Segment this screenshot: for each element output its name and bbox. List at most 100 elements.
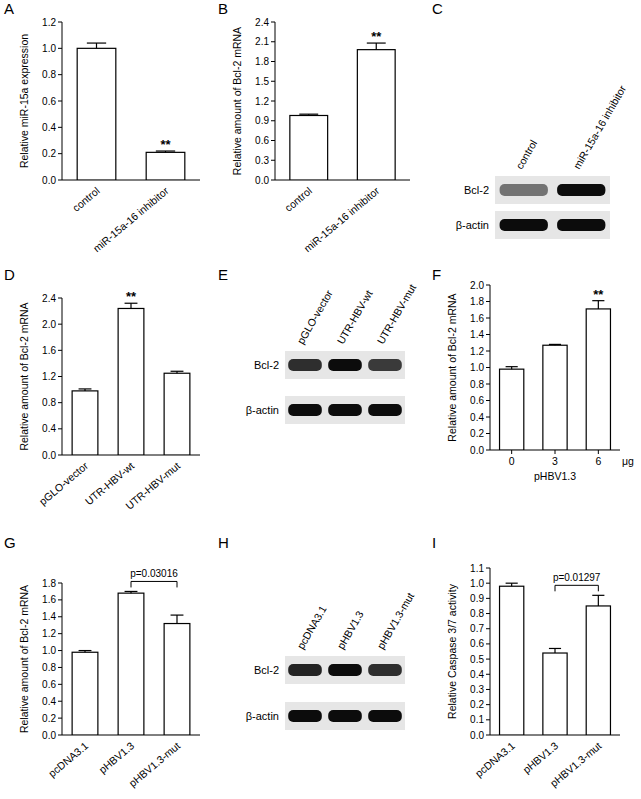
error-stem bbox=[598, 301, 599, 309]
blot-strip bbox=[495, 176, 610, 204]
significance-mark: ** bbox=[593, 287, 604, 302]
bar-chart: F0.00.20.40.60.81.01.21.41.61.82.0Relati… bbox=[432, 266, 634, 482]
error-cap bbox=[79, 650, 92, 651]
y-tick bbox=[486, 583, 490, 584]
blot-strip bbox=[285, 396, 405, 424]
y-tick bbox=[58, 350, 62, 351]
y-tick bbox=[486, 704, 490, 705]
y-tick-label: 2.1 bbox=[255, 36, 269, 47]
y-tick-label: 0.1 bbox=[470, 714, 484, 725]
error-bar bbox=[79, 651, 92, 653]
y-tick-label: 0.3 bbox=[255, 155, 269, 166]
y-tick bbox=[486, 674, 490, 675]
y-tick-label: 2.4 bbox=[42, 293, 56, 304]
figure: A0.00.20.40.60.81.01.2Relative miR-15a e… bbox=[0, 0, 641, 799]
y-tick-label: 1.6 bbox=[42, 594, 56, 605]
y-tick bbox=[58, 428, 62, 429]
error-bar bbox=[549, 344, 561, 346]
y-tick bbox=[486, 628, 490, 629]
y-tick bbox=[486, 433, 490, 434]
lane-label: pGLO-vector bbox=[294, 288, 335, 346]
p-value: p=0.01297 bbox=[553, 572, 601, 583]
y-tick-label: 0.8 bbox=[470, 379, 484, 390]
row-label: β-actin bbox=[246, 710, 279, 722]
y-tick bbox=[486, 643, 490, 644]
y-tick-label: 0.6 bbox=[42, 96, 56, 107]
y-tick bbox=[58, 101, 62, 102]
bar-chart: G0.00.20.40.60.81.01.21.41.61.8Relative … bbox=[4, 534, 200, 789]
y-tick-label: 0.6 bbox=[470, 395, 484, 406]
y-tick bbox=[58, 684, 62, 685]
bar bbox=[543, 653, 567, 735]
band bbox=[328, 664, 362, 676]
error-bar bbox=[171, 371, 184, 373]
bars bbox=[500, 301, 611, 450]
y-tick bbox=[58, 22, 62, 23]
y-tick-label: 0.0 bbox=[42, 730, 56, 741]
error-bar bbox=[79, 389, 92, 391]
error-cap bbox=[506, 583, 518, 584]
y-tick-label: 1.2 bbox=[470, 346, 484, 357]
bar bbox=[118, 593, 144, 735]
x-tick-label: pcDNA3.1 bbox=[46, 739, 90, 779]
y-tick-label: 1.5 bbox=[255, 76, 269, 87]
error-stem bbox=[598, 595, 599, 606]
y-tick-label: 0.6 bbox=[255, 135, 269, 146]
panel-letter: H bbox=[218, 534, 229, 551]
y-tick bbox=[58, 735, 62, 736]
blot-strip bbox=[285, 351, 405, 379]
bar bbox=[146, 152, 185, 180]
panel-letter: C bbox=[432, 0, 443, 17]
y-tick bbox=[58, 153, 62, 154]
bars bbox=[500, 583, 611, 735]
y-tick-label: 1.2 bbox=[255, 96, 269, 107]
y-tick-label: 1.8 bbox=[42, 578, 56, 589]
y-tick bbox=[58, 701, 62, 702]
x-tick-label: 0 bbox=[509, 455, 515, 467]
y-tick bbox=[58, 633, 62, 634]
y-tick-label: 0.6 bbox=[470, 638, 484, 649]
y-tick-label: 1.0 bbox=[42, 645, 56, 656]
bars bbox=[72, 303, 190, 455]
y-tick bbox=[486, 351, 490, 352]
bar bbox=[543, 345, 567, 450]
y-tick-label: 0.3 bbox=[470, 684, 484, 695]
y-tick bbox=[58, 48, 62, 49]
bar bbox=[72, 652, 98, 735]
y-tick-label: 1.4 bbox=[470, 329, 484, 340]
western-blot: EpGLO-vectorUTR-HBV-wtUTR-HBV-mutBcl-2β-… bbox=[218, 266, 418, 424]
x-unit-label: μg bbox=[622, 455, 634, 467]
error-stem bbox=[554, 648, 555, 653]
error-cap bbox=[592, 595, 604, 596]
bar bbox=[357, 50, 395, 180]
lane-label: miR-15a-16 inhibitor bbox=[571, 83, 629, 171]
x-tick bbox=[511, 450, 512, 454]
y-tick bbox=[58, 667, 62, 668]
y-tick bbox=[58, 616, 62, 617]
x-tick-label: pHBV1.3-mut bbox=[126, 739, 182, 789]
y-tick-label: 0.0 bbox=[470, 445, 484, 456]
y-tick bbox=[58, 718, 62, 719]
band bbox=[557, 184, 605, 196]
western-blot: HpcDNA3.1pHBV1.3pHBV1.3-mutBcl-2β-actin bbox=[218, 534, 416, 730]
y-axis-label: Relative Caspase 3/7 activity bbox=[446, 583, 458, 719]
x-tick-label: miR-15a-16 inhibitor bbox=[301, 184, 382, 254]
y-tick bbox=[271, 22, 275, 23]
p-value: p=0.03016 bbox=[130, 568, 178, 579]
y-tick-label: 1.4 bbox=[42, 611, 56, 622]
band bbox=[288, 664, 322, 676]
error-cap bbox=[171, 614, 184, 615]
band bbox=[328, 359, 362, 371]
bar bbox=[164, 624, 190, 735]
row-label: Bcl-2 bbox=[464, 184, 489, 196]
panel-letter: F bbox=[432, 266, 441, 283]
band bbox=[368, 404, 402, 416]
y-tick-label: 0.4 bbox=[42, 122, 56, 133]
y-tick bbox=[58, 583, 62, 584]
y-tick-label: 0.8 bbox=[42, 397, 56, 408]
error-bar bbox=[87, 43, 106, 48]
error-cap bbox=[125, 591, 138, 592]
y-tick-label: 1.0 bbox=[42, 43, 56, 54]
y-tick bbox=[58, 180, 62, 181]
bar bbox=[290, 115, 328, 180]
